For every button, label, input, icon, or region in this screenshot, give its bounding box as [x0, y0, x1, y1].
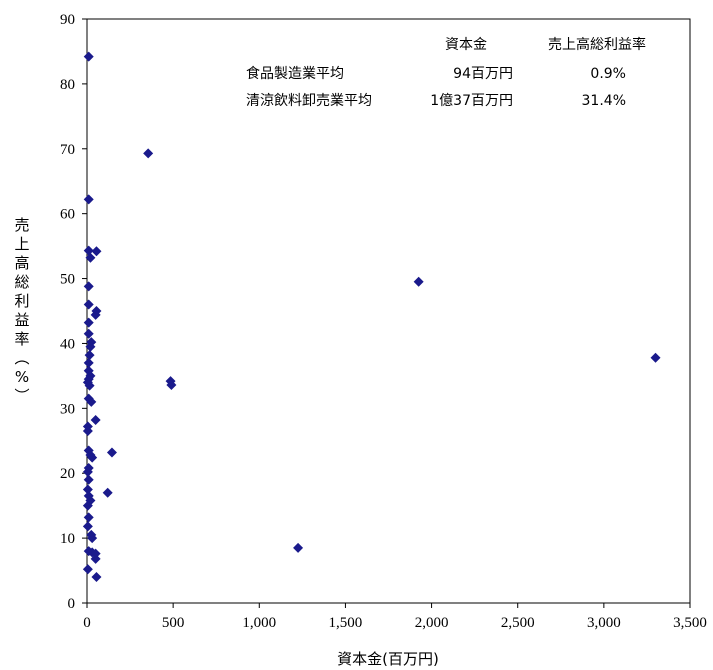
- data-point: [84, 350, 95, 361]
- y-axis-ticks: 0 10 20 30 40 50 60 70 80 90: [60, 12, 87, 612]
- axes: [86, 18, 691, 604]
- data-point: [82, 521, 93, 532]
- data-point: [83, 245, 94, 256]
- x-tick-label: 3,500: [673, 615, 707, 631]
- table-cell-capital: 1億37百万円: [430, 93, 513, 109]
- data-point: [83, 512, 94, 523]
- x-axis-title: 資本金(百万円): [337, 650, 439, 668]
- data-point: [166, 379, 177, 390]
- data-point: [90, 548, 101, 559]
- y-tick-label: 70: [60, 142, 75, 158]
- summary-table: 資本金 売上高総利益率 食品製造業平均 94百万円 0.9% 清涼飲料卸売業平均…: [246, 36, 646, 109]
- table-row-label: 清涼飲料卸売業平均: [246, 93, 372, 109]
- table-cell-margin: 0.9%: [590, 66, 626, 82]
- data-point: [83, 51, 94, 62]
- data-point: [413, 276, 424, 287]
- data-point: [91, 246, 102, 257]
- data-point: [293, 542, 304, 553]
- x-tick-label: 3,000: [587, 615, 621, 631]
- y-tick-label: 50: [60, 272, 75, 288]
- data-point: [83, 194, 94, 205]
- data-point: [83, 474, 94, 485]
- data-point: [650, 352, 661, 363]
- data-point: [85, 341, 96, 352]
- y-tick-label: 10: [60, 531, 75, 547]
- data-point: [91, 572, 102, 583]
- y-tick-label: 20: [60, 466, 75, 482]
- x-tick-label: 2,500: [501, 615, 535, 631]
- data-point: [90, 553, 101, 564]
- data-point: [82, 484, 93, 495]
- data-point: [143, 148, 154, 159]
- data-point: [82, 426, 93, 437]
- table-row-label: 食品製造業平均: [246, 65, 344, 82]
- table-cell-capital: 94百万円: [453, 66, 513, 82]
- data-point: [83, 299, 94, 310]
- y-tick-label: 40: [60, 336, 75, 352]
- x-axis-ticks: 0 500 1,000 1,500 2,000 2,500 3,000 3,500: [83, 603, 707, 631]
- data-point: [83, 281, 94, 292]
- data-point: [87, 533, 98, 544]
- data-point: [85, 252, 96, 263]
- data-point: [82, 564, 93, 575]
- y-axis-title: 売上高総利益率︵% ︶: [14, 216, 29, 405]
- table-header-margin: 売上高総利益率: [548, 36, 646, 53]
- data-point: [83, 317, 94, 328]
- data-point: [82, 500, 93, 511]
- y-tick-label: 0: [68, 596, 76, 612]
- x-tick-label: 2,000: [415, 615, 449, 631]
- y-tick-label: 30: [60, 401, 75, 417]
- table-header-capital: 資本金: [445, 37, 487, 53]
- x-tick-label: 0: [83, 615, 91, 631]
- x-tick-label: 1,500: [329, 615, 363, 631]
- data-point: [86, 396, 97, 407]
- plot-area-frame: [86, 18, 691, 604]
- x-tick-label: 500: [162, 615, 185, 631]
- data-point: [106, 447, 117, 458]
- data-point: [82, 466, 93, 477]
- data-point: [102, 487, 113, 498]
- data-point: [83, 328, 94, 339]
- data-point: [84, 380, 95, 391]
- data-points: [82, 51, 661, 583]
- table-cell-margin: 31.4%: [582, 93, 626, 109]
- data-point: [83, 357, 94, 368]
- data-point: [87, 452, 98, 463]
- y-tick-label: 90: [60, 12, 75, 28]
- data-point: [90, 309, 101, 320]
- y-tick-label: 80: [60, 77, 75, 93]
- y-tick-label: 60: [60, 207, 75, 223]
- data-point: [90, 415, 101, 426]
- x-tick-label: 1,000: [242, 615, 276, 631]
